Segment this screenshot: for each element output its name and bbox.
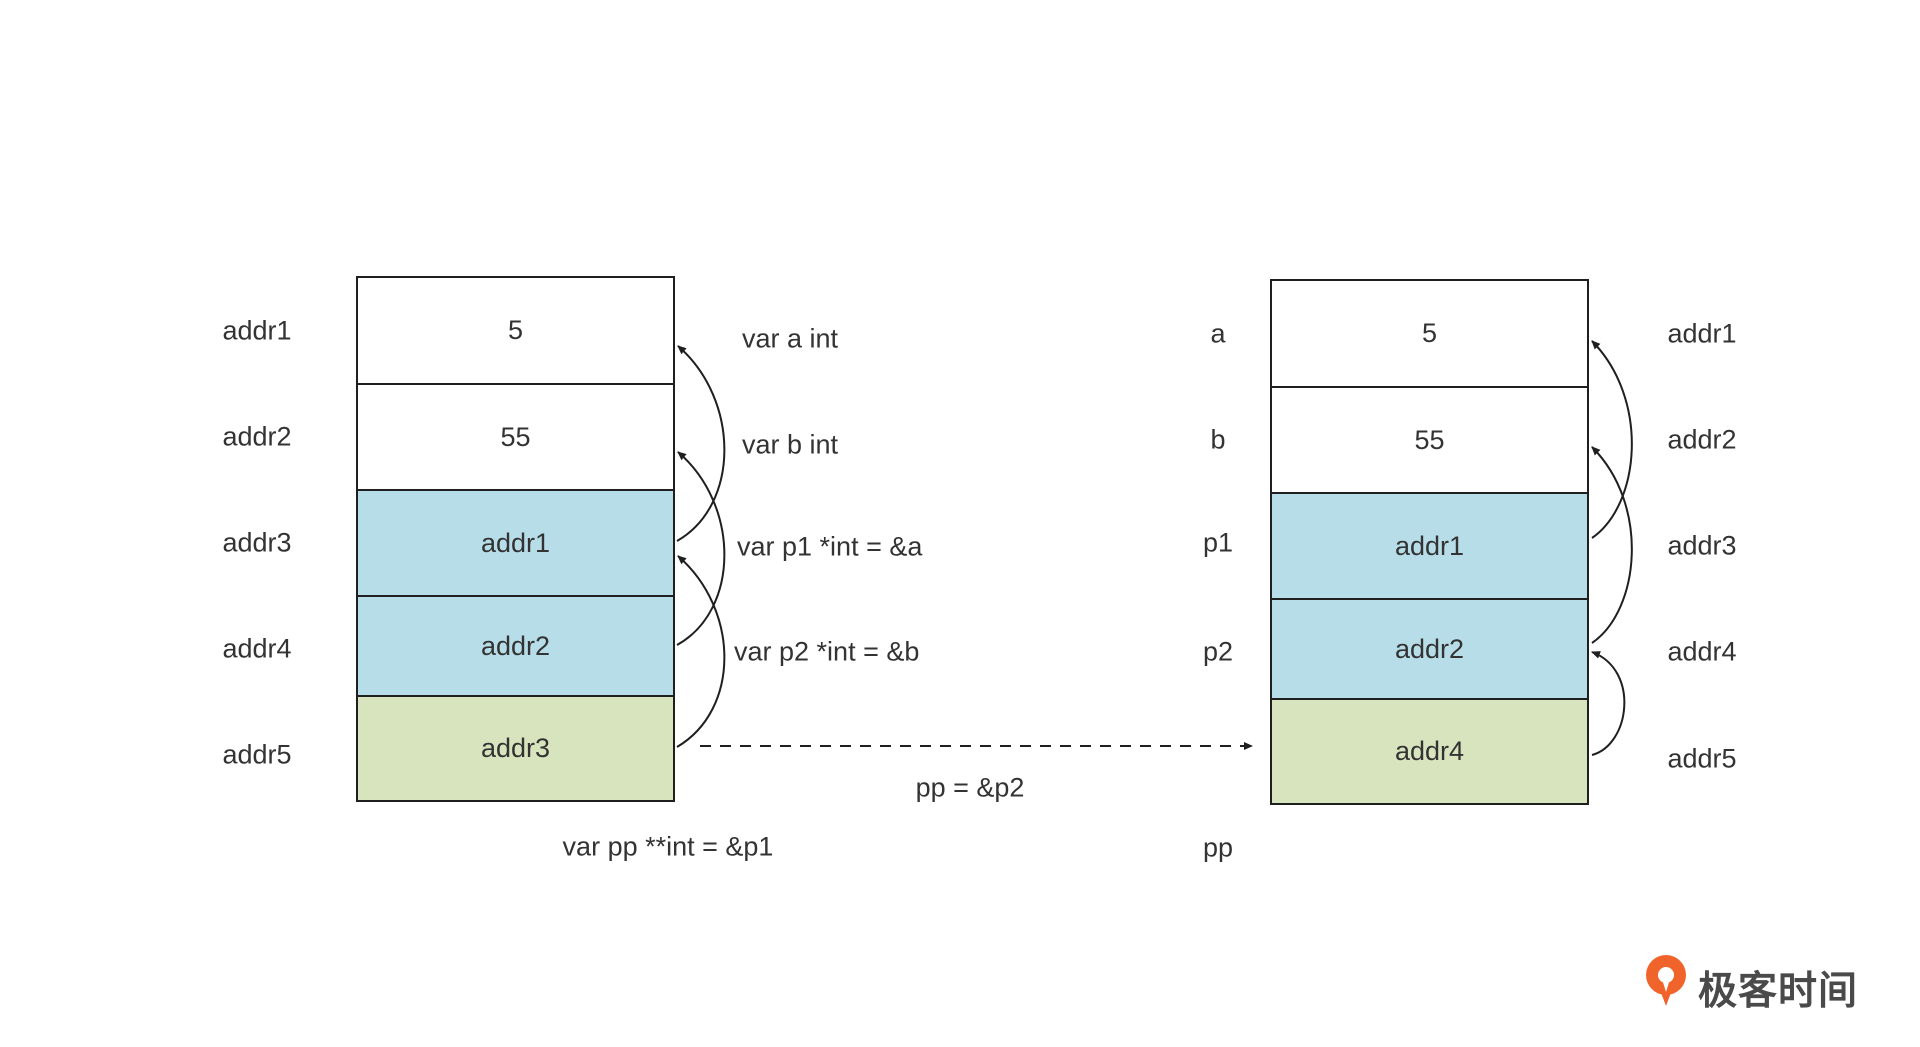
right-variable-name: pp	[1202, 832, 1234, 863]
transition-label: pp = &p2	[915, 772, 1025, 803]
arrow-p1-to-a	[676, 345, 726, 542]
left-cell-a: 5	[356, 276, 675, 385]
geektime-logo: 极客时间	[1642, 952, 1872, 1014]
right-address-label: addr5	[1667, 743, 1737, 774]
declaration-p1: var p1 *int = &a	[737, 531, 923, 562]
right-address-label: addr4	[1667, 636, 1737, 667]
arrow-right-pp-to-p2	[1591, 651, 1626, 756]
right-cell-pp: addr4	[1270, 698, 1589, 805]
arrow-pp-to-p1	[676, 555, 726, 748]
declaration-a: var a int	[742, 323, 839, 354]
right-variable-name: a	[1210, 318, 1226, 349]
geektime-logo-icon	[1646, 955, 1686, 1006]
arrow-right-p2-to-b	[1591, 446, 1633, 644]
left-address-label: addr3	[222, 527, 292, 558]
right-address-label: addr1	[1667, 318, 1737, 349]
left-cell-p2: addr2	[356, 595, 675, 697]
declaration-p2: var p2 *int = &b	[734, 636, 920, 667]
right-variable-name: p1	[1202, 527, 1234, 558]
right-cell-p1: addr1	[1270, 492, 1589, 600]
right-cell-p2: addr2	[1270, 598, 1589, 700]
left-address-label: addr5	[222, 739, 292, 770]
arrow-right-p1-to-a	[1591, 340, 1633, 539]
declaration-b: var b int	[742, 429, 839, 460]
declaration-pp: var pp **int = &p1	[562, 831, 774, 862]
arrow-p2-to-b	[676, 451, 726, 646]
left-address-label: addr4	[222, 633, 292, 664]
left-address-label: addr1	[222, 315, 292, 346]
right-cell-a: 5	[1270, 279, 1589, 388]
left-cell-p1: addr1	[356, 489, 675, 597]
left-cell-pp: addr3	[356, 695, 675, 802]
right-variable-name: p2	[1202, 636, 1234, 667]
right-address-label: addr2	[1667, 424, 1737, 455]
geektime-logo-text: 极客时间	[1698, 969, 1859, 1014]
left-address-label: addr2	[222, 421, 292, 452]
right-address-label: addr3	[1667, 530, 1737, 561]
right-variable-name: b	[1210, 424, 1226, 455]
